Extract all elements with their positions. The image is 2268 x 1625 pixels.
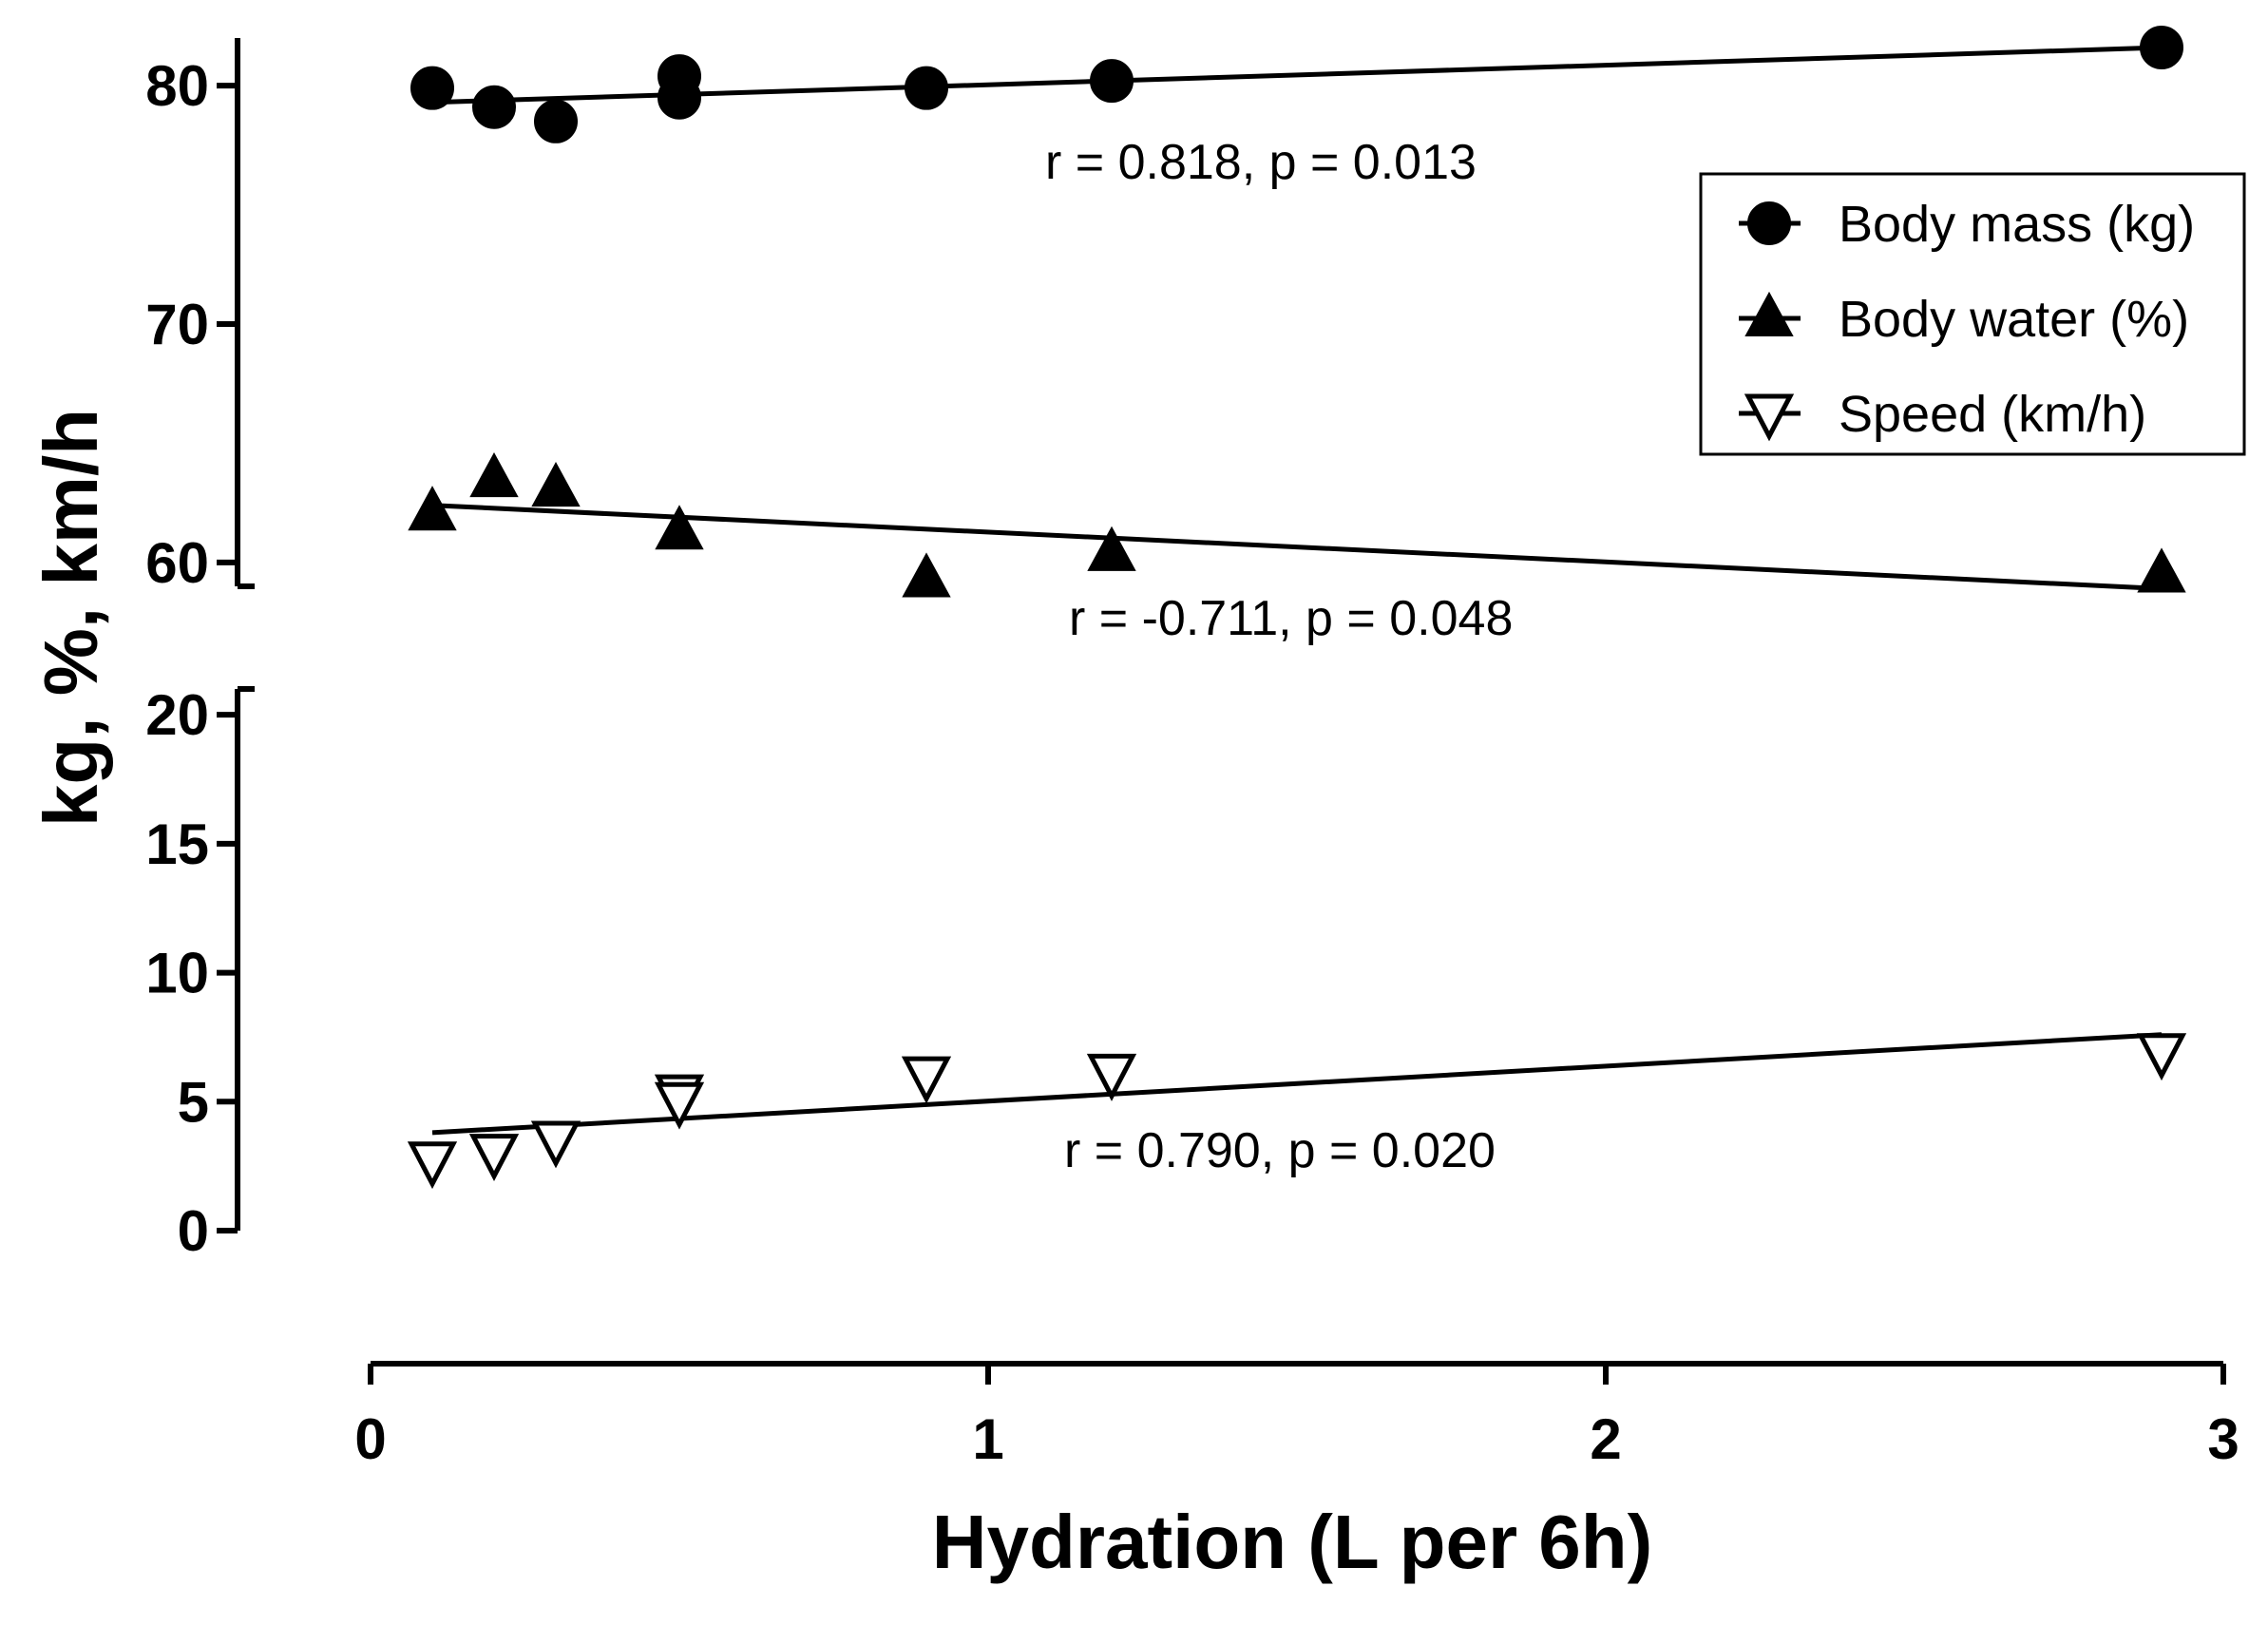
fit-line-body-mass-kg (431, 45, 2163, 105)
data-point-speed-km-h (901, 1056, 952, 1104)
fit-line-speed-km-h (431, 1032, 2163, 1136)
y-tick-label: 15 (145, 812, 209, 876)
legend-marker-speed-km-h (1744, 393, 1795, 442)
x-tick-label: 0 (354, 1407, 386, 1471)
data-point-body-water (408, 486, 457, 531)
data-point-speed-km-h (1086, 1053, 1137, 1101)
data-points (407, 26, 2187, 1190)
legend-label-speed-km-h: Speed (km/h) (1839, 386, 2146, 443)
data-point-body-water (902, 552, 951, 598)
annotations: r = 0.818, p = 0.013 r = -0.711, p = 0.04… (1045, 135, 1513, 1178)
y-tick-label: 60 (145, 531, 209, 595)
y-tick-label: 70 (145, 293, 209, 356)
data-point-body-mass-kg (905, 66, 948, 110)
fit-line-body-water (431, 503, 2163, 592)
data-point-body-water (1087, 526, 1136, 571)
x-tick-label: 1 (972, 1407, 1003, 1471)
axes: 60 70 80 0 5 10 15 20 0 1 2 3 (145, 38, 2239, 1471)
legend-marker-body-water (1744, 291, 1794, 336)
legend-marker-body-mass-kg (1747, 201, 1791, 245)
data-point-body-mass-kg (534, 99, 578, 143)
data-point-body-mass-kg (410, 66, 454, 110)
y-tick-label: 5 (178, 1070, 209, 1134)
data-point-body-mass-kg (472, 85, 516, 129)
x-axis-title: Hydration (L per 6h) (932, 1500, 1653, 1584)
legend-label-body-mass-kg: Body mass (kg) (1839, 196, 2195, 253)
data-point-body-water (655, 505, 704, 550)
data-point-speed-km-h (468, 1134, 520, 1181)
data-point-body-mass-kg (658, 75, 701, 120)
data-point-speed-km-h (530, 1120, 581, 1169)
legend-box (1699, 172, 2246, 456)
y-axis-title: kg, %, km/h (29, 409, 113, 827)
legend-label-body-water: Body water (%) (1839, 291, 2189, 348)
data-point-speed-km-h (407, 1141, 458, 1190)
y-tick-label: 0 (178, 1199, 209, 1263)
x-tick-label: 3 (2207, 1407, 2239, 1471)
data-point-body-mass-kg (2140, 26, 2183, 70)
x-tick-label: 2 (1590, 1407, 1621, 1471)
correlation-annotation-speed-km-h: r = 0.790, p = 0.020 (1064, 1123, 1496, 1178)
data-point-speed-km-h (2136, 1033, 2187, 1081)
correlation-annotation-body-water: r = -0.711, p = 0.048 (1069, 591, 1513, 646)
fit-lines (431, 45, 2163, 1136)
y-tick-label: 10 (145, 942, 209, 1005)
correlation-annotation-body-mass-kg: r = 0.818, p = 0.013 (1045, 135, 1477, 190)
legend: Body mass (kg) Body water (%) Speed (km/h) (1699, 172, 2246, 456)
data-point-body-mass-kg (1090, 59, 1134, 104)
data-point-speed-km-h (654, 1081, 705, 1130)
y-tick-label: 80 (145, 54, 209, 118)
data-point-body-water (469, 452, 519, 498)
y-tick-label: 20 (145, 683, 209, 747)
data-point-body-water (2137, 547, 2186, 593)
data-point-body-water (531, 462, 581, 507)
